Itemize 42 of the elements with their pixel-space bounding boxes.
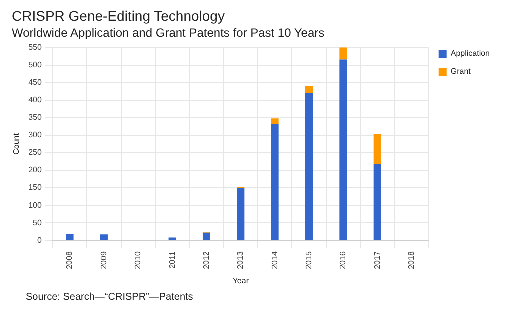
y-tick-label: 100: [28, 200, 42, 210]
x-tick-label: 2013: [236, 251, 246, 270]
y-tick-label: 0: [37, 236, 42, 245]
x-tick-label: 2010: [134, 251, 143, 270]
y-tick-label: 300: [28, 130, 42, 140]
y-tick-label: 150: [28, 183, 42, 192]
bar: [374, 164, 382, 240]
y-axis-title: Count: [12, 132, 22, 155]
y-tick-label: 350: [28, 113, 42, 122]
bar: [271, 118, 279, 124]
bar: [305, 86, 314, 94]
y-tick-label: 50: [33, 218, 42, 228]
x-tick-label: 2015: [304, 251, 314, 270]
x-tick-label: 2017: [372, 251, 382, 270]
legend-label: Application: [450, 49, 490, 58]
chart-subtitle: Worldwide Application and Grant Patents for Past 10 Years: [12, 26, 326, 40]
x-tick-label: 2018: [406, 251, 416, 270]
y-tick-label: 200: [28, 166, 42, 175]
bar: [202, 232, 210, 240]
y-tick-label: 400: [28, 96, 42, 105]
y-tick-label: 250: [28, 148, 42, 158]
source-note: Source: Search—“CRISPR”—Patents: [26, 292, 194, 303]
x-tick-label: 2014: [270, 251, 280, 270]
x-axis-title: Year: [232, 276, 250, 286]
y-tick-label: 500: [28, 60, 42, 70]
bar: [374, 134, 382, 165]
y-tick-label: 550: [28, 43, 42, 52]
bar: [66, 234, 74, 240]
bar: [100, 234, 108, 240]
bar: [237, 188, 245, 240]
x-tick-label: 2011: [168, 251, 177, 269]
bar: [340, 48, 348, 60]
x-tick-label: 2012: [202, 251, 211, 270]
bar: [271, 124, 279, 240]
x-tick-label: 2009: [99, 251, 108, 270]
bar: [305, 93, 314, 240]
legend-label: Grant: [450, 67, 472, 76]
x-tick-label: 2008: [65, 251, 74, 270]
bar: [340, 60, 348, 240]
x-tick-label: 2016: [338, 251, 348, 270]
chart-title: CRISPR Gene-Editing Technology: [12, 8, 226, 24]
y-tick-label: 450: [28, 78, 42, 88]
